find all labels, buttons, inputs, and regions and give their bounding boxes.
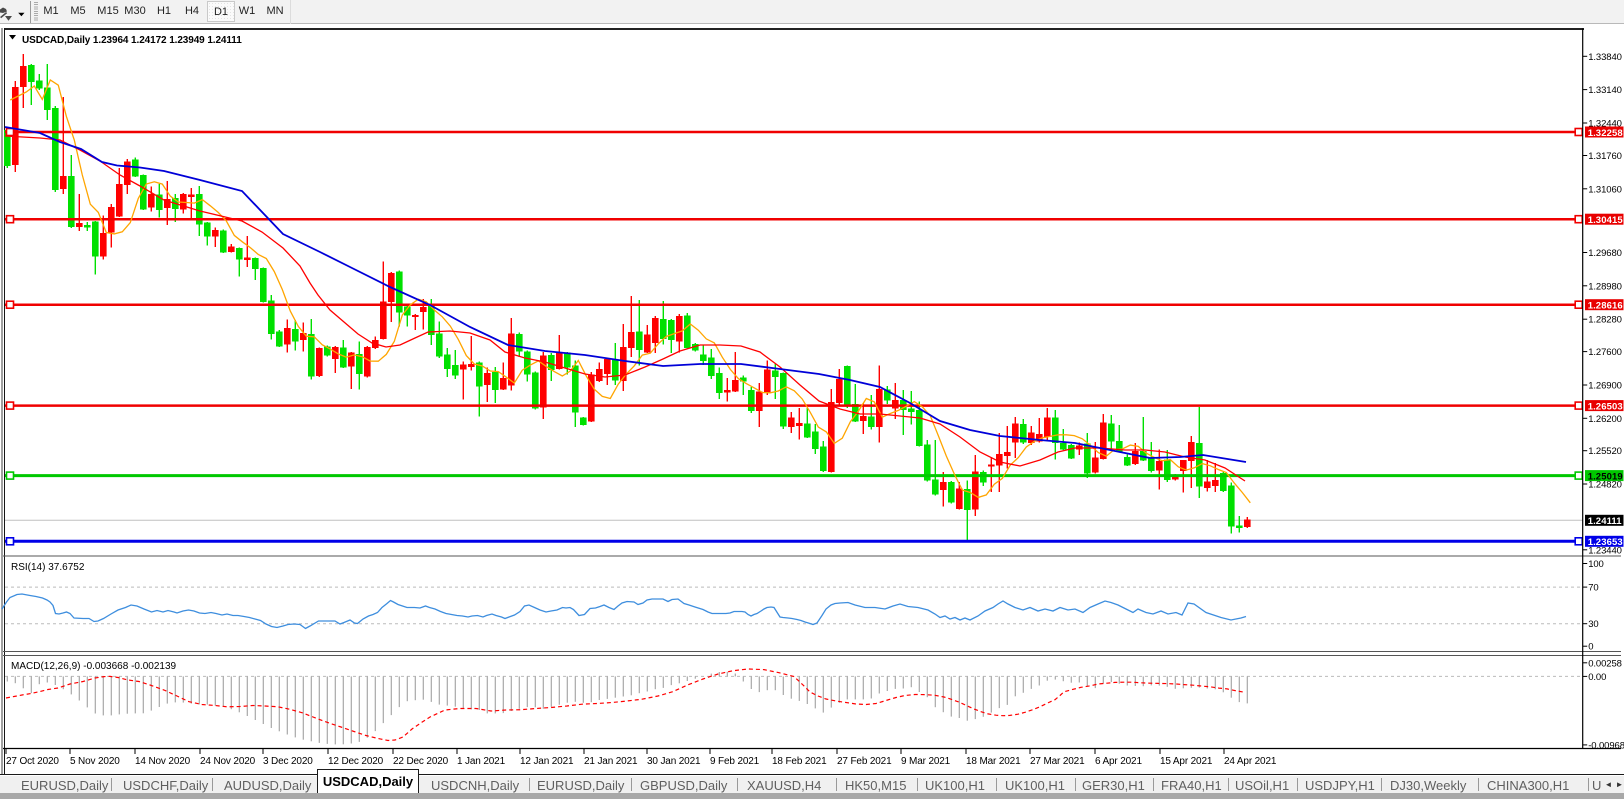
svg-text:18 Feb 2021: 18 Feb 2021 bbox=[772, 756, 827, 767]
svg-text:1.28616: 1.28616 bbox=[1588, 301, 1623, 312]
svg-text:1.29680: 1.29680 bbox=[1588, 248, 1622, 259]
svg-text:6 Apr 2021: 6 Apr 2021 bbox=[1095, 756, 1142, 767]
svg-text:1.32258: 1.32258 bbox=[1588, 128, 1623, 139]
svg-text:12 Dec 2020: 12 Dec 2020 bbox=[328, 756, 384, 767]
svg-text:MACD(12,26,9) -0.003668 -0.002: MACD(12,26,9) -0.003668 -0.002139 bbox=[11, 661, 177, 672]
svg-text:1.25019: 1.25019 bbox=[1588, 471, 1623, 482]
svg-text:1.23440: 1.23440 bbox=[1588, 545, 1622, 556]
svg-text:1.28280: 1.28280 bbox=[1588, 315, 1622, 326]
svg-text:RSI(14) 37.6752: RSI(14) 37.6752 bbox=[11, 562, 85, 573]
svg-text:-0.00968: -0.00968 bbox=[1588, 740, 1624, 751]
svg-text:1.24111: 1.24111 bbox=[1588, 516, 1623, 527]
svg-text:24 Nov 2020: 24 Nov 2020 bbox=[200, 756, 256, 767]
svg-text:24 Apr 2021: 24 Apr 2021 bbox=[1224, 756, 1277, 767]
svg-text:1.32440: 1.32440 bbox=[1588, 119, 1622, 130]
svg-text:1 Jan 2021: 1 Jan 2021 bbox=[457, 756, 506, 767]
svg-text:70: 70 bbox=[1588, 583, 1598, 594]
svg-text:1.25520: 1.25520 bbox=[1588, 446, 1622, 457]
svg-text:27 Oct 2020: 27 Oct 2020 bbox=[6, 756, 59, 767]
svg-text:14 Nov 2020: 14 Nov 2020 bbox=[135, 756, 191, 767]
svg-text:5 Nov 2020: 5 Nov 2020 bbox=[70, 756, 120, 767]
svg-text:27 Mar 2021: 27 Mar 2021 bbox=[1030, 756, 1085, 767]
svg-text:0.00258: 0.00258 bbox=[1588, 658, 1622, 669]
svg-text:30: 30 bbox=[1588, 619, 1598, 630]
svg-text:1.28980: 1.28980 bbox=[1588, 281, 1622, 292]
svg-text:1.31760: 1.31760 bbox=[1588, 151, 1622, 162]
svg-text:1.26503: 1.26503 bbox=[1588, 401, 1623, 412]
svg-text:100: 100 bbox=[1588, 559, 1604, 570]
svg-text:9 Feb 2021: 9 Feb 2021 bbox=[710, 756, 760, 767]
svg-text:3 Dec 2020: 3 Dec 2020 bbox=[263, 756, 313, 767]
svg-text:1.24820: 1.24820 bbox=[1588, 480, 1622, 491]
svg-text:1.26900: 1.26900 bbox=[1588, 381, 1622, 392]
svg-text:1.30415: 1.30415 bbox=[1588, 215, 1624, 226]
svg-text:21 Jan 2021: 21 Jan 2021 bbox=[584, 756, 638, 767]
svg-text:18 Mar 2021: 18 Mar 2021 bbox=[966, 756, 1021, 767]
svg-text:0: 0 bbox=[1588, 642, 1593, 653]
svg-text:27 Feb 2021: 27 Feb 2021 bbox=[837, 756, 892, 767]
svg-text:1.27600: 1.27600 bbox=[1588, 347, 1622, 358]
svg-text:USDCAD,Daily 1.23964 1.24172: USDCAD,Daily 1.23964 1.24172 1.23949 1.2… bbox=[22, 35, 242, 46]
svg-text:9 Mar 2021: 9 Mar 2021 bbox=[901, 756, 951, 767]
svg-text:0.00: 0.00 bbox=[1588, 672, 1606, 683]
svg-text:1.31060: 1.31060 bbox=[1588, 184, 1622, 195]
svg-text:1.33140: 1.33140 bbox=[1588, 85, 1622, 96]
svg-text:1.23653: 1.23653 bbox=[1588, 537, 1623, 548]
svg-text:22 Dec 2020: 22 Dec 2020 bbox=[393, 756, 449, 767]
svg-text:12 Jan 2021: 12 Jan 2021 bbox=[520, 756, 574, 767]
svg-text:1.33840: 1.33840 bbox=[1588, 52, 1622, 63]
svg-text:30 Jan 2021: 30 Jan 2021 bbox=[647, 756, 701, 767]
svg-text:15 Apr 2021: 15 Apr 2021 bbox=[1160, 756, 1213, 767]
svg-text:1.26200: 1.26200 bbox=[1588, 414, 1622, 425]
